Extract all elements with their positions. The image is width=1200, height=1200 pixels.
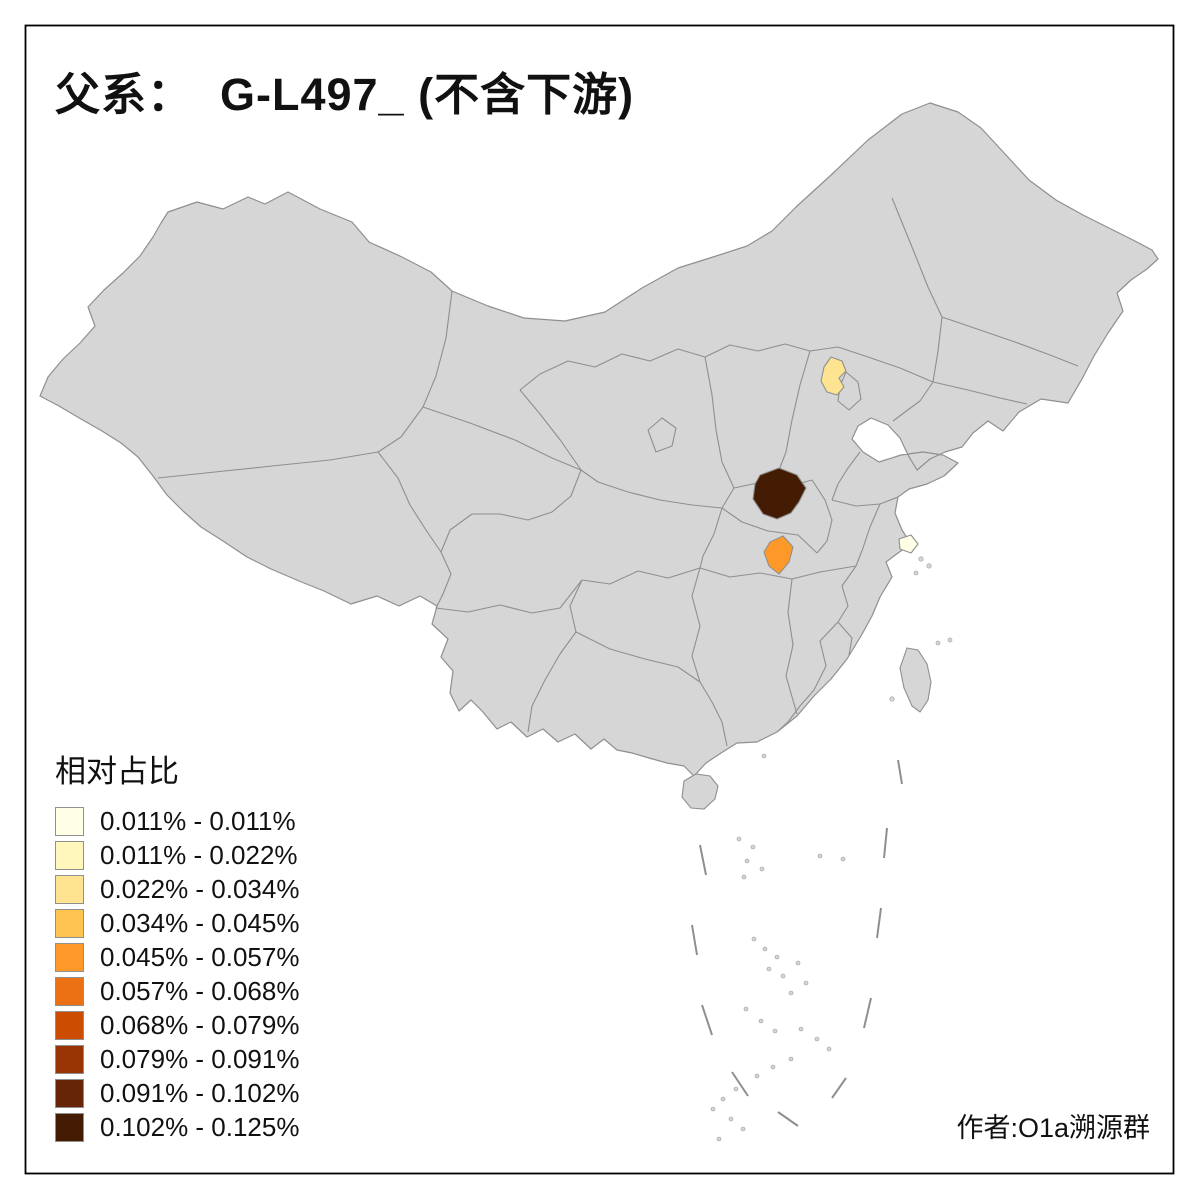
legend-item: 0.011% - 0.022% (55, 841, 299, 870)
hainan-island (681, 773, 719, 810)
legend-item: 0.045% - 0.057% (55, 943, 299, 972)
legend-label: 0.057% - 0.068% (100, 976, 300, 1006)
legend-swatch (55, 1113, 84, 1142)
legend-item: 0.011% - 0.011% (55, 807, 299, 836)
legend-item: 0.102% - 0.125% (55, 1113, 299, 1142)
legend-item: 0.057% - 0.068% (55, 977, 299, 1006)
legend-swatch (55, 875, 84, 904)
taiwan-island (899, 647, 932, 713)
legend-label: 0.011% - 0.022% (100, 840, 298, 870)
legend-swatch (55, 977, 84, 1006)
legend-label: 0.091% - 0.102% (100, 1078, 300, 1108)
province-boundaries (157, 197, 1079, 747)
legend-swatch (55, 909, 84, 938)
legend-item: 0.022% - 0.034% (55, 875, 299, 904)
legend-label: 0.079% - 0.091% (100, 1044, 300, 1074)
region-central-south-orange (763, 535, 794, 575)
legend-swatch (55, 1011, 84, 1040)
legend-label: 0.102% - 0.125% (100, 1112, 300, 1142)
legend-item: 0.079% - 0.091% (55, 1045, 299, 1074)
legend-swatch (55, 943, 84, 972)
legend-title: 相对占比 (55, 754, 179, 789)
legend-item: 0.034% - 0.045% (55, 909, 299, 938)
legend-label: 0.068% - 0.079% (100, 1010, 300, 1040)
nine-dash-line (691, 759, 903, 1127)
legend-swatch (55, 1045, 84, 1074)
legend-swatch (55, 807, 84, 836)
author-credit: 作者:O1a溯源群 (956, 1113, 1150, 1143)
legend-swatch (55, 1079, 84, 1108)
region-east-coast-pale (898, 534, 919, 554)
highlighted-regions (752, 356, 919, 575)
legend: 相对占比 0.011% - 0.011% 0.011% - 0.022% 0.0… (55, 746, 299, 1147)
legend-swatch (55, 841, 84, 870)
legend-item: 0.068% - 0.079% (55, 1011, 299, 1040)
legend-label: 0.011% - 0.011% (100, 806, 296, 836)
mainland-china-shape (39, 102, 1159, 777)
legend-label: 0.022% - 0.034% (100, 874, 300, 904)
legend-label: 0.034% - 0.045% (100, 908, 300, 938)
legend-label: 0.045% - 0.057% (100, 942, 300, 972)
map-title: 父系： G-L497_ (不含下游) (55, 69, 635, 120)
region-central-dark (752, 467, 807, 520)
legend-item: 0.091% - 0.102% (55, 1079, 299, 1108)
region-beijing-area (820, 356, 847, 396)
plot-frame (24, 24, 1175, 1175)
small-islands (710, 556, 953, 1142)
